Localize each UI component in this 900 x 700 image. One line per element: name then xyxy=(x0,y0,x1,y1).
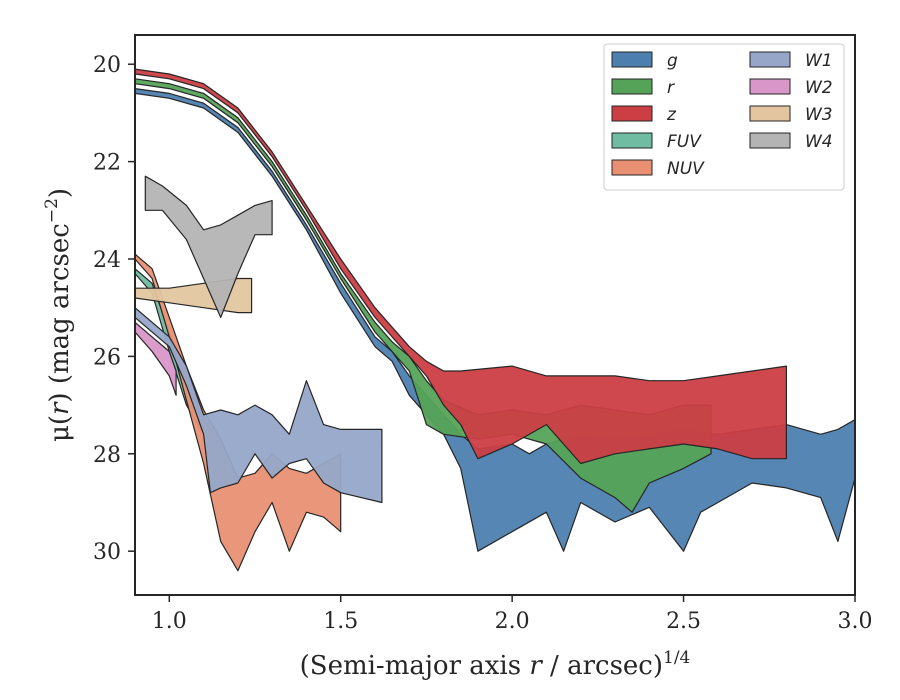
legend-label-g: g xyxy=(667,51,678,71)
axis-ticks: 1.0 1.5 2.0 2.5 3.0 20 22 24 26 28 30 xyxy=(93,53,873,634)
legend-swatch-W4 xyxy=(749,132,791,149)
x-tick-label: 2.0 xyxy=(495,609,530,634)
legend-swatch-W2 xyxy=(749,78,791,95)
y-tick-label: 22 xyxy=(93,151,121,176)
y-tick-label: 28 xyxy=(93,443,121,468)
legend-swatch-g xyxy=(611,51,653,68)
band-z xyxy=(135,68,787,465)
legend: grz FUV NUV W1 W2 W3 W4 xyxy=(603,43,845,191)
legend-swatch-NUV xyxy=(611,159,653,176)
y-tick-label: 24 xyxy=(93,248,121,273)
legend-label-z: z xyxy=(666,105,677,125)
y-tick-label: 20 xyxy=(93,53,121,78)
plot-frame xyxy=(134,34,856,596)
band-W2 xyxy=(135,321,177,396)
legend-label-W4: W4 xyxy=(805,132,833,152)
x-axis-label: (Semi-major axis r / arcsec)1/4 xyxy=(300,648,691,681)
y-axis-label: μ(r) (mag arcsec−2) xyxy=(42,188,75,442)
legend-swatch-W3 xyxy=(749,105,791,122)
band-W4 xyxy=(144,175,273,318)
x-tick-label: 1.0 xyxy=(152,609,187,634)
legend-swatch-W1 xyxy=(749,51,791,68)
legend-swatch-r xyxy=(611,78,653,95)
legend-label-NUV: NUV xyxy=(667,159,705,179)
y-tick-label: 26 xyxy=(93,345,121,370)
legend-swatch-FUV xyxy=(611,132,653,149)
legend-label-FUV: FUV xyxy=(667,132,702,152)
profile-bands xyxy=(135,68,855,572)
x-tick-label: 3.0 xyxy=(838,609,873,634)
x-tick-label: 1.5 xyxy=(323,609,358,634)
band-W1 xyxy=(135,307,383,504)
legend-label-W1: W1 xyxy=(805,51,833,71)
y-tick-label: 30 xyxy=(93,540,121,565)
band-r xyxy=(135,78,712,513)
legend-label-W3: W3 xyxy=(805,105,833,125)
legend-swatch-z xyxy=(611,105,653,122)
x-tick-label: 2.5 xyxy=(666,609,701,634)
legend-label-W2: W2 xyxy=(805,78,833,98)
legend-label-r: r xyxy=(667,78,675,98)
